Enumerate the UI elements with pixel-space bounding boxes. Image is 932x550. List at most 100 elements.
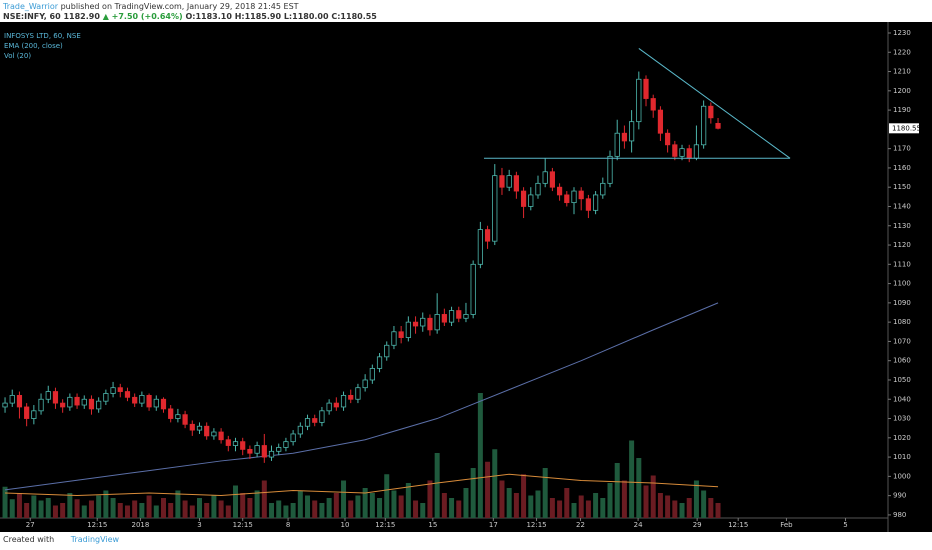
volume-bar <box>621 480 627 518</box>
candle-body <box>276 447 282 452</box>
candle-body <box>679 148 685 157</box>
volume-bar <box>485 461 491 518</box>
volume-bar <box>636 458 642 518</box>
volume-bar <box>16 493 22 518</box>
volume-ma-line <box>5 473 719 497</box>
created: Created with <box>3 535 55 544</box>
volume-bar <box>52 505 58 518</box>
x-tick-label: 12:15 <box>375 521 395 529</box>
candle-body <box>448 310 455 323</box>
y-tick-label: 1070 <box>893 337 911 345</box>
volume-bar <box>384 474 390 518</box>
volume-bar <box>333 493 339 518</box>
candle-body <box>528 194 534 207</box>
candle-body <box>326 402 332 412</box>
y-tick-label: 1150 <box>893 183 911 191</box>
volume-bar <box>261 480 267 518</box>
volume-bar <box>614 463 620 518</box>
volume-bar <box>506 488 512 518</box>
volume-bar <box>593 493 599 518</box>
candle-body <box>124 391 131 398</box>
candle-body <box>535 182 541 196</box>
volume-bar <box>564 488 570 518</box>
x-tick-label: 29 <box>693 521 702 529</box>
candle-body <box>650 98 656 111</box>
volume-bar <box>225 505 231 518</box>
volume-bar <box>182 500 188 518</box>
candle-body <box>672 144 678 157</box>
volume-bar <box>600 498 606 518</box>
volume-bar <box>463 488 469 518</box>
volume-bar <box>701 490 707 518</box>
candle-body <box>146 394 152 408</box>
volume-bar <box>31 495 37 518</box>
volume-bar <box>196 498 202 518</box>
candle-body <box>477 229 483 265</box>
candle-body <box>398 331 404 338</box>
quote-line: NSE:INFY, 60 1182.90 ▲ +7.50 (+0.64%) O:… <box>3 12 377 21</box>
candle-body <box>578 190 584 200</box>
candle-body <box>636 78 642 123</box>
x-tick-label: 24 <box>634 521 643 529</box>
candle-body <box>117 387 123 392</box>
candle-body <box>297 425 303 435</box>
legend-vol: Vol (20) <box>4 52 31 60</box>
volume-bar <box>218 500 224 518</box>
low: L:1180.00 <box>283 12 329 21</box>
candle-body <box>520 190 527 207</box>
volume-bar <box>607 483 613 518</box>
y-tick-label: 980 <box>893 511 906 519</box>
volume-bar <box>499 480 505 518</box>
x-tick-label: 15 <box>428 521 437 529</box>
x-tick-label: 12:15 <box>728 521 748 529</box>
brand[interactable]: TradingView <box>70 535 120 544</box>
candle-body <box>643 78 649 99</box>
candle-body <box>103 393 109 402</box>
candle-body <box>196 425 203 431</box>
candle-body <box>333 402 339 408</box>
candle-body <box>412 321 419 327</box>
last-price-label: 1180.55 <box>892 124 921 132</box>
volume-bar <box>9 499 15 518</box>
volume-bar <box>549 498 555 518</box>
y-tick-label: 1040 <box>893 395 911 403</box>
volume-bar <box>441 493 447 518</box>
volume-bar <box>153 505 159 518</box>
y-tick-label: 1100 <box>893 280 911 288</box>
volume-bar <box>362 488 368 518</box>
volume-bar <box>643 485 649 518</box>
volume-bar <box>434 453 440 518</box>
volume-bar <box>369 493 375 518</box>
publish-line: Trade_Warrior published on TradingView.c… <box>3 2 299 11</box>
x-tick-label: 3 <box>197 521 201 529</box>
last-price-box <box>889 123 919 134</box>
candle-body <box>290 433 296 443</box>
volume-bar <box>348 500 354 518</box>
volume-bar <box>521 474 527 518</box>
candle-body <box>556 186 563 196</box>
candle-body <box>16 394 23 408</box>
candle-body <box>45 391 51 400</box>
candle-body <box>225 439 231 446</box>
y-tick-label: 990 <box>893 492 906 500</box>
change: ▲ +7.50 (+0.64%) <box>102 12 183 21</box>
volume-bar <box>578 495 584 518</box>
x-tick-label: 12:15 <box>233 521 253 529</box>
volume-bar <box>117 503 123 518</box>
volume-bar <box>233 485 239 518</box>
y-tick-label: 1130 <box>893 222 911 230</box>
y-tick-label: 1230 <box>893 29 911 37</box>
volume-bar <box>124 505 130 518</box>
candle-body <box>376 356 383 369</box>
y-tick-label: 1210 <box>893 68 911 76</box>
volume-bar <box>679 503 685 518</box>
trendline <box>638 48 791 159</box>
author[interactable]: Trade_Warrior <box>3 2 59 11</box>
candle-body <box>218 431 224 441</box>
volume-bar <box>132 500 138 518</box>
candle-body <box>204 425 210 437</box>
volume-bar <box>211 495 217 518</box>
x-tick-label: 10 <box>341 521 350 529</box>
volume-bar <box>657 493 663 518</box>
candle-body <box>81 398 87 406</box>
